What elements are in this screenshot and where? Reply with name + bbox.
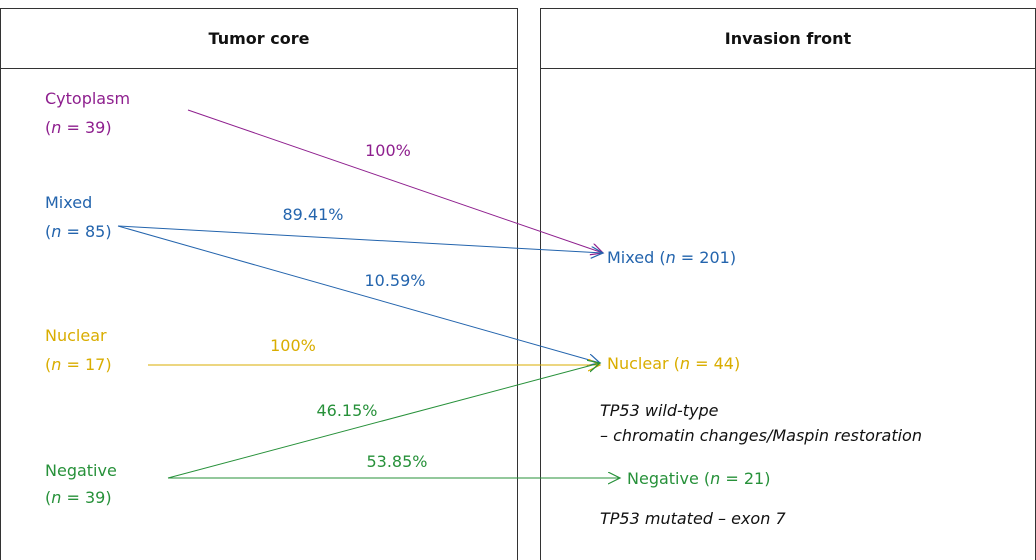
flow-arrow [187,109,603,253]
source-count: (n = 39) [45,488,112,507]
note: TP53 wild-type [600,401,719,420]
source-name: Mixed [45,193,92,212]
target-label: Nuclear (n = 44) [607,354,740,373]
panel-frame [0,8,518,560]
flow-label: 100% [270,336,316,355]
flow-label: 53.85% [366,452,427,471]
flow-arrow [117,225,600,363]
flow-label: 10.59% [364,271,425,290]
note: – chromatin changes/Maspin restoration [600,426,922,445]
source-count: (n = 85) [45,222,112,241]
source-name: Nuclear [45,326,107,345]
note: TP53 mutated – exon 7 [600,509,786,528]
target-label: Negative (n = 21) [627,469,770,488]
source-count: (n = 39) [45,118,112,137]
source-name: Cytoplasm [45,89,130,108]
panel-frame [540,8,1036,560]
source-count: (n = 17) [45,355,112,374]
source-name: Negative [45,461,117,480]
flow-label: 100% [365,141,411,160]
flow-arrow [167,363,600,479]
panel-title: Tumor core [209,29,310,48]
flow-label: 46.15% [316,401,377,420]
panel-title: Invasion front [725,29,852,48]
flow-arrow [117,225,603,253]
flow-label: 89.41% [282,205,343,224]
target-label: Mixed (n = 201) [607,248,736,267]
